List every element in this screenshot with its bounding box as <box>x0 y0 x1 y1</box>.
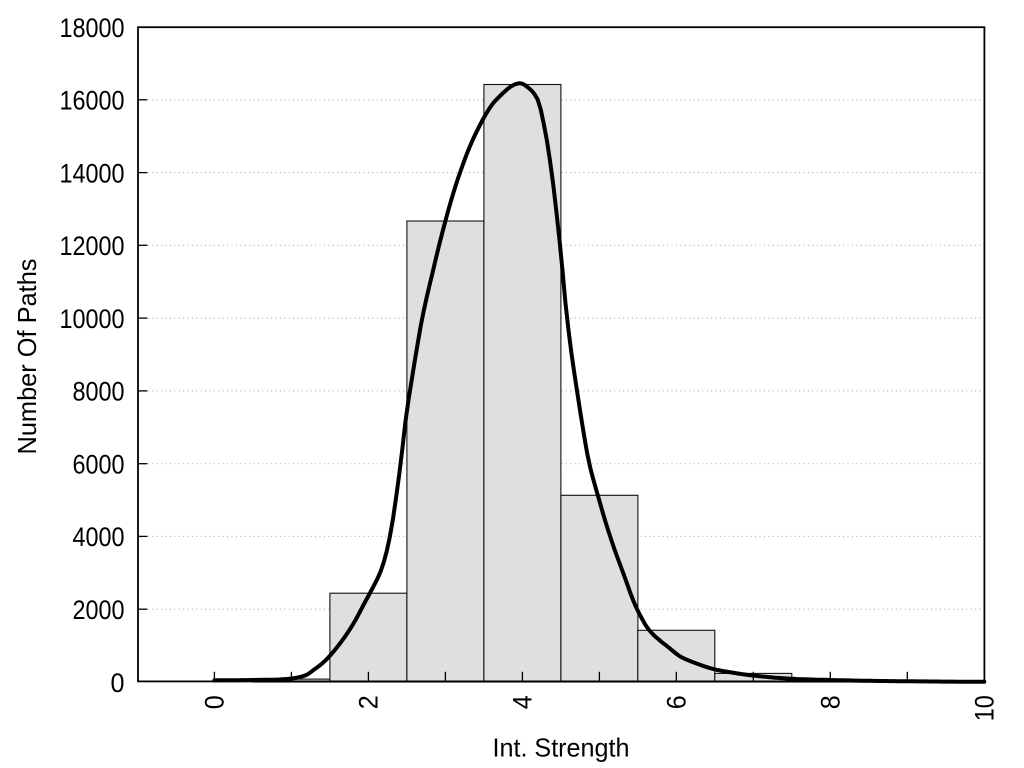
svg-text:16000: 16000 <box>60 86 125 116</box>
svg-text:6: 6 <box>661 695 691 709</box>
svg-text:0: 0 <box>199 695 229 709</box>
svg-text:4000: 4000 <box>73 522 125 552</box>
svg-text:2000: 2000 <box>73 595 125 625</box>
svg-text:10000: 10000 <box>60 304 125 334</box>
svg-text:0: 0 <box>111 668 125 698</box>
svg-text:2: 2 <box>353 695 383 709</box>
svg-text:Int. Strength: Int. Strength <box>493 733 630 763</box>
svg-text:Number Of Paths: Number Of Paths <box>12 259 42 455</box>
svg-text:14000: 14000 <box>60 158 125 188</box>
svg-text:8000: 8000 <box>73 377 125 407</box>
svg-text:4: 4 <box>507 695 537 709</box>
svg-text:6000: 6000 <box>73 450 125 480</box>
svg-text:18000: 18000 <box>60 13 125 43</box>
svg-text:10: 10 <box>969 695 999 721</box>
svg-text:8: 8 <box>815 695 845 709</box>
svg-text:12000: 12000 <box>60 231 125 261</box>
